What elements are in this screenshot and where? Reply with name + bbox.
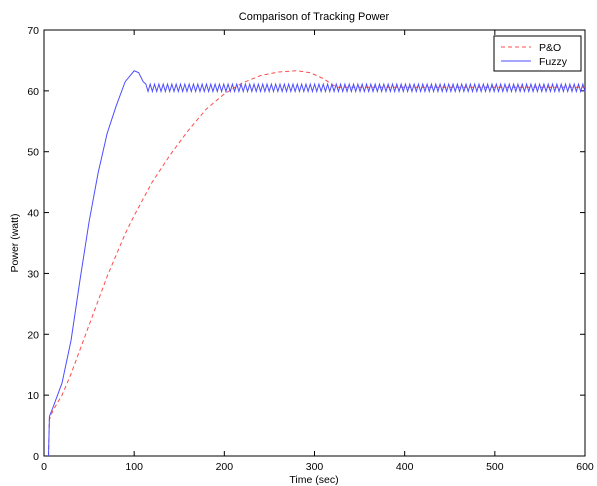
y-tick-label: 50 [27,147,39,159]
x-tick-label: 300 [306,461,324,473]
x-tick-label: 100 [125,461,143,473]
x-tick-label: 500 [486,461,504,473]
x-tick-label: 600 [576,461,594,473]
legend: P&O Fuzzy [493,35,582,72]
legend-box [493,35,582,72]
series-line-fuzzy [48,70,586,457]
series-line-p-and-o [48,70,585,457]
x-axis-label: Time (sec) [289,474,338,486]
y-tick-label: 20 [27,329,39,341]
x-tick-label: 400 [396,461,414,473]
axis-ticks: 0 100 200 300 400 500 600 0 10 20 30 40 50 60 70 [27,25,594,473]
y-axis-label: Power (watt) [9,214,21,273]
x-tick-label: 0 [41,461,47,473]
chart-title: Comparison of Tracking Power [239,11,390,23]
y-tick-label: 40 [27,208,39,220]
y-tick-label: 30 [27,268,39,280]
y-tick-label: 70 [27,25,39,37]
y-tick-label: 60 [27,86,39,98]
series-lines [48,70,586,457]
legend-label: P&O [539,42,561,54]
legend-label: Fuzzy [539,56,568,68]
x-tick-label: 200 [216,461,234,473]
y-tick-label: 10 [27,390,39,402]
plot-area [43,29,586,457]
y-tick-label: 0 [33,451,39,463]
